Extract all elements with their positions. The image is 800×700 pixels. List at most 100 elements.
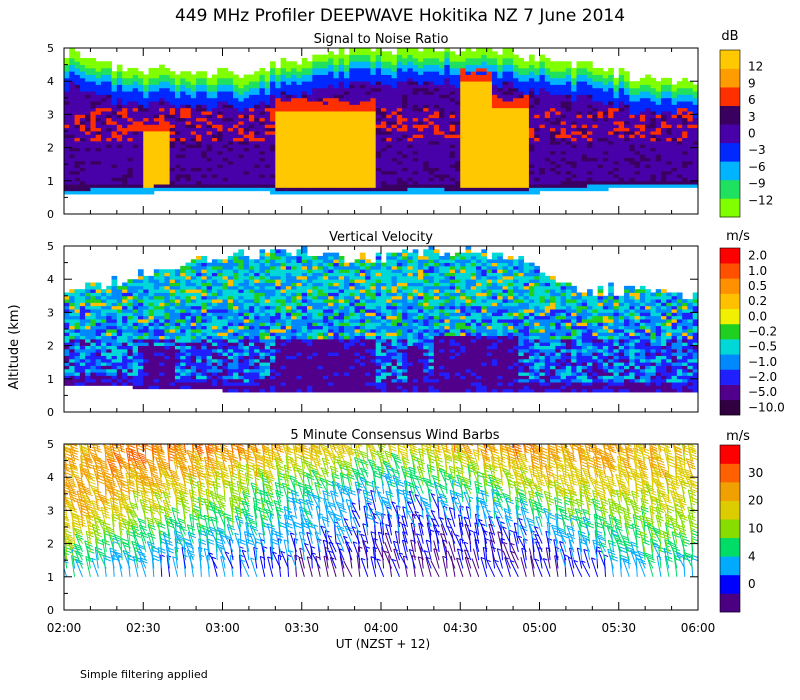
snr-cell bbox=[396, 157, 403, 162]
snr-cell bbox=[608, 150, 614, 155]
snr-cell bbox=[174, 121, 181, 125]
snr-cell bbox=[470, 131, 477, 135]
snr-cell bbox=[344, 184, 350, 188]
snr-cell bbox=[206, 114, 213, 119]
snr-cell bbox=[534, 77, 540, 82]
snr-cell bbox=[248, 111, 255, 115]
snr-cell bbox=[359, 101, 366, 105]
snr-cell bbox=[222, 97, 229, 102]
snr-cell bbox=[190, 111, 197, 115]
snr-cell bbox=[491, 157, 498, 162]
snr-cell bbox=[370, 144, 377, 148]
snr-cell bbox=[285, 97, 292, 102]
snr-cell bbox=[412, 77, 419, 82]
snr-cell bbox=[174, 180, 181, 185]
snr-cell bbox=[301, 104, 308, 109]
snr-cell bbox=[64, 184, 70, 188]
snr-cell bbox=[507, 61, 514, 65]
snr-cell bbox=[317, 71, 324, 75]
snr-cell bbox=[486, 184, 493, 188]
velocity-cell bbox=[79, 382, 86, 386]
snr-cell bbox=[127, 184, 134, 188]
snr-cell bbox=[132, 137, 139, 142]
velocity-cell bbox=[90, 325, 97, 330]
snr-cell bbox=[454, 101, 461, 105]
snr-cell bbox=[523, 84, 530, 89]
snr-cell bbox=[248, 74, 255, 79]
snr-cell bbox=[391, 144, 398, 148]
snr-cell bbox=[386, 174, 392, 178]
snr-cell bbox=[354, 140, 361, 145]
snr-cell bbox=[491, 124, 498, 129]
snr-cell bbox=[307, 190, 313, 195]
snr-cell bbox=[454, 147, 461, 152]
snr-cell bbox=[534, 107, 540, 112]
snr-cell bbox=[322, 157, 329, 162]
snr-cell bbox=[428, 107, 435, 112]
snr-cell bbox=[560, 144, 567, 148]
snr-cell bbox=[402, 114, 408, 119]
snr-cell bbox=[270, 94, 276, 99]
snr-cell bbox=[69, 121, 75, 125]
snr-cell bbox=[85, 67, 91, 72]
snr-cell bbox=[153, 157, 160, 162]
snr-cell bbox=[523, 111, 530, 115]
snr-cell bbox=[608, 164, 614, 168]
snr-cell bbox=[624, 97, 630, 102]
snr-cell bbox=[491, 114, 498, 119]
snr-cell bbox=[227, 127, 234, 132]
velocity-cell bbox=[95, 372, 102, 376]
snr-cell bbox=[666, 137, 672, 142]
snr-cell bbox=[502, 157, 509, 162]
snr-cell bbox=[375, 127, 382, 132]
snr-cell bbox=[296, 97, 303, 102]
snr-cell bbox=[523, 104, 530, 109]
snr-cell bbox=[111, 164, 118, 168]
snr-cell bbox=[153, 114, 160, 119]
snr-cell bbox=[650, 84, 657, 89]
snr-cell bbox=[381, 124, 387, 129]
snr-cell bbox=[544, 170, 551, 175]
snr-cell bbox=[349, 187, 355, 192]
snr-cell bbox=[396, 104, 403, 109]
snr-cell bbox=[428, 144, 435, 148]
snr-cell bbox=[391, 94, 398, 99]
snr-cell bbox=[322, 64, 329, 69]
velocity-cell bbox=[64, 295, 70, 300]
snr-cell bbox=[317, 134, 324, 139]
snr-cell bbox=[412, 48, 419, 52]
snr-cell bbox=[465, 174, 472, 178]
snr-cell bbox=[211, 84, 218, 89]
snr-cell bbox=[381, 67, 387, 72]
snr-cell bbox=[454, 150, 461, 155]
snr-cell bbox=[100, 134, 107, 139]
snr-cell bbox=[132, 81, 139, 85]
snr-cell bbox=[185, 74, 192, 79]
snr-cell bbox=[618, 124, 625, 129]
snr-cell bbox=[344, 111, 350, 115]
snr-cell bbox=[423, 91, 429, 95]
snr-cell bbox=[539, 77, 546, 82]
velocity-cell bbox=[74, 319, 81, 323]
snr-cell bbox=[571, 144, 577, 148]
snr-cell bbox=[682, 180, 688, 185]
snr-cell bbox=[523, 121, 530, 125]
snr-cell bbox=[444, 187, 451, 192]
velocity-cell bbox=[85, 358, 91, 363]
velocity-cell bbox=[79, 305, 86, 310]
snr-cell bbox=[164, 74, 171, 79]
snr-cell bbox=[190, 104, 197, 109]
snr-cell bbox=[476, 61, 482, 65]
snr-cell bbox=[370, 84, 377, 89]
snr-cell bbox=[111, 154, 118, 158]
figure-title: 449 MHz Profiler DEEPWAVE Hokitika NZ 7 … bbox=[175, 6, 625, 26]
snr-cell bbox=[143, 164, 149, 168]
velocity-cell bbox=[74, 372, 81, 376]
velocity-cell bbox=[69, 368, 75, 373]
snr-cell bbox=[439, 77, 445, 82]
snr-cell bbox=[69, 87, 75, 92]
snr-cell bbox=[370, 174, 377, 178]
snr-cell bbox=[444, 190, 451, 195]
snr-cell bbox=[539, 187, 546, 192]
velocity-cell bbox=[69, 329, 75, 333]
